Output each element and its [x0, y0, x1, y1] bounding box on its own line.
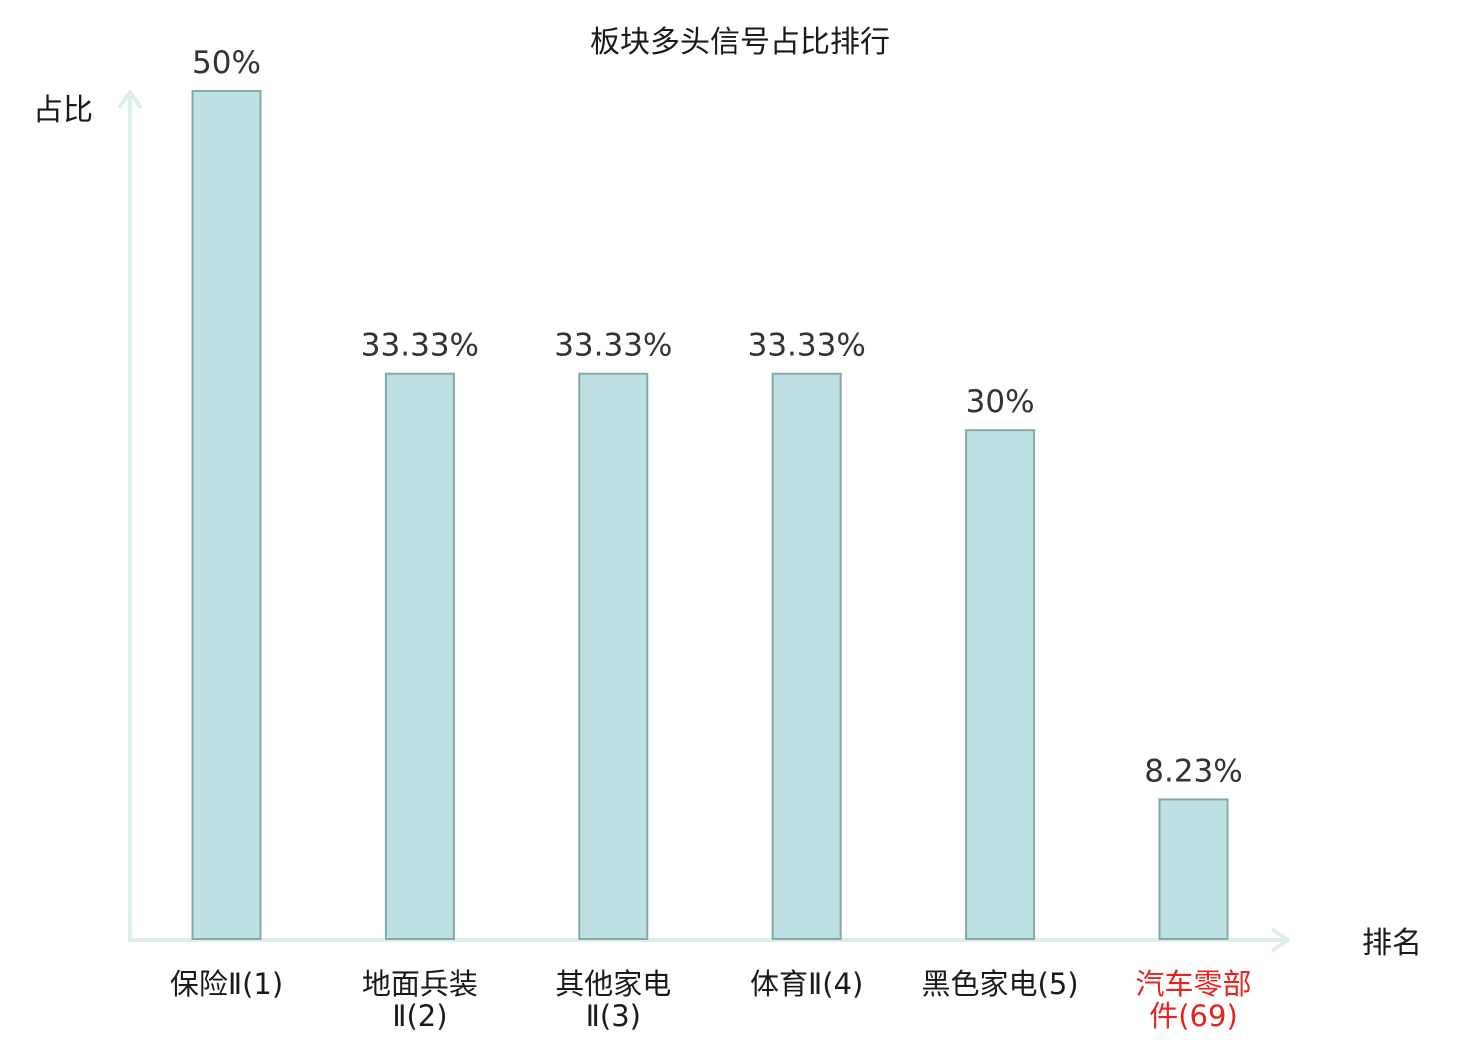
y-axis-label: 占比: [33, 93, 93, 128]
bar-6: [1158, 798, 1229, 940]
data-label-6: 8.23%: [1144, 753, 1242, 789]
value-labels-group: 50% 33.33% 33.33% 33.33% 30% 8.23%: [192, 45, 1243, 789]
bar-1: [191, 90, 262, 940]
data-label-5: 30%: [966, 384, 1035, 420]
data-label-1: 50%: [192, 45, 261, 81]
x-axis-label: 排名: [1362, 926, 1422, 961]
bar-2: [384, 372, 455, 940]
data-label-3: 33.33%: [554, 328, 672, 364]
category-label-5: 黑色家电(5): [922, 967, 1079, 1001]
category-labels-group: 保险Ⅱ(1) 地面兵装 Ⅱ(2) 其他家电 Ⅱ(3) 体育Ⅱ(4) 黑色家电(5) 汽车零部件…: [170, 967, 1252, 1033]
bar-4: [771, 372, 842, 940]
x-axis: [128, 927, 1290, 953]
bar-3: [578, 372, 649, 940]
bars-group: [191, 90, 1229, 940]
data-label-4: 33.33%: [748, 328, 866, 364]
category-label-4: 体育Ⅱ(4): [750, 967, 863, 1001]
bar-5: [965, 429, 1036, 940]
category-label-1: 保险Ⅱ(1): [170, 967, 283, 1001]
category-label-2: 地面兵装 Ⅱ(2): [362, 967, 478, 1033]
category-label-6: 汽车零部件(69): [1135, 967, 1251, 1033]
chart-title: 板块多头信号占比排行: [590, 25, 890, 60]
data-label-2: 33.33%: [361, 328, 479, 364]
y-axis: [117, 90, 143, 940]
category-label-3: 其他家电 Ⅱ(3): [555, 967, 671, 1033]
